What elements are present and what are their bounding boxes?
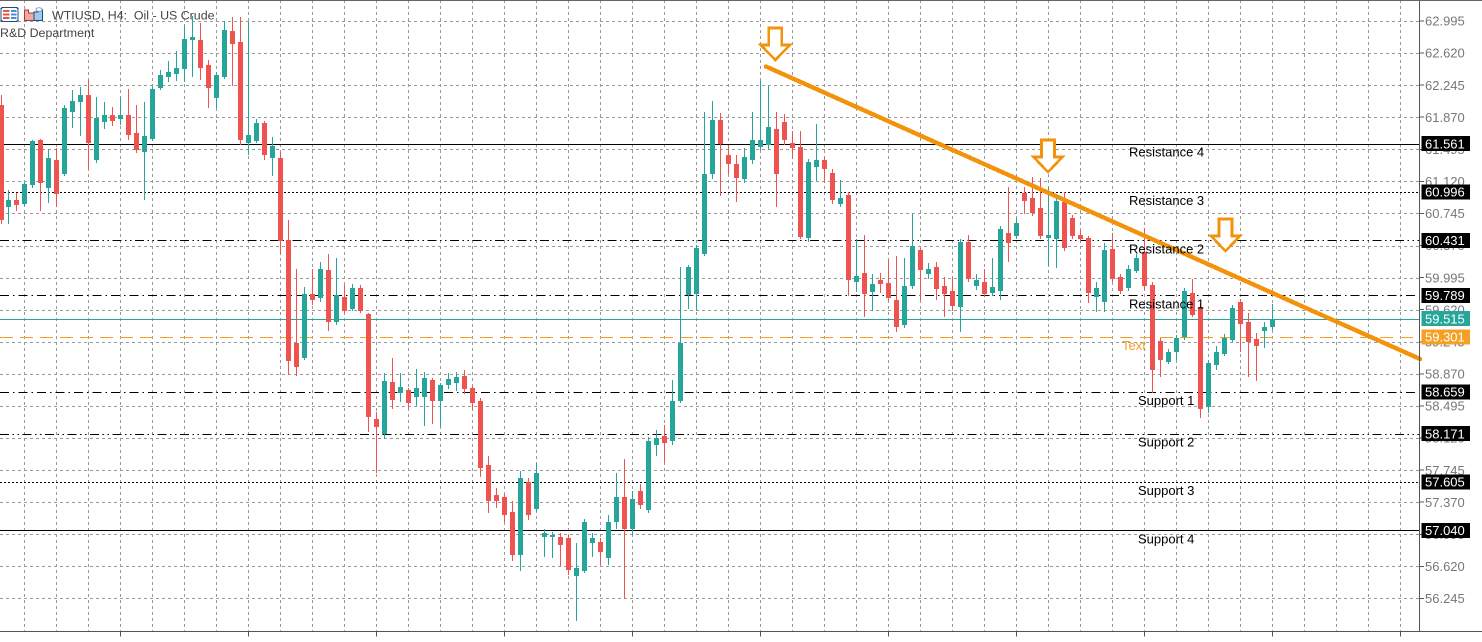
svg-text:Resistance 1: Resistance 1 [1129, 296, 1204, 311]
svg-text:59.301: 59.301 [1425, 330, 1465, 345]
svg-text:62.620: 62.620 [1425, 46, 1465, 61]
svg-text:58.659: 58.659 [1425, 385, 1465, 400]
svg-text:58.495: 58.495 [1425, 399, 1465, 414]
svg-text:58.171: 58.171 [1425, 426, 1465, 441]
svg-text:56.245: 56.245 [1425, 591, 1465, 606]
svg-text:61.561: 61.561 [1425, 136, 1465, 151]
svg-text:57.370: 57.370 [1425, 495, 1465, 510]
svg-text:WTIUSD, H4: Oil - US Crude: WTIUSD, H4: Oil - US Crude [52, 9, 215, 23]
svg-text:61.870: 61.870 [1425, 110, 1465, 125]
svg-text:60.996: 60.996 [1425, 185, 1465, 200]
svg-text:57.605: 57.605 [1425, 475, 1465, 490]
svg-text:R&D Department: R&D Department [0, 26, 95, 40]
svg-text:Support 2: Support 2 [1138, 435, 1194, 450]
svg-text:Resistance 2: Resistance 2 [1129, 241, 1204, 256]
svg-text:58.870: 58.870 [1425, 367, 1465, 382]
svg-text:56.620: 56.620 [1425, 559, 1465, 574]
svg-text:60.431: 60.431 [1425, 233, 1465, 248]
svg-text:60.745: 60.745 [1425, 206, 1465, 221]
svg-text:57.745: 57.745 [1425, 463, 1465, 478]
svg-text:Text: Text [1122, 338, 1146, 353]
svg-text:59.515: 59.515 [1425, 311, 1465, 326]
svg-text:62.995: 62.995 [1425, 14, 1465, 29]
svg-text:59.995: 59.995 [1425, 270, 1465, 285]
svg-text:Support 3: Support 3 [1138, 483, 1194, 498]
svg-text:Support 1: Support 1 [1138, 393, 1194, 408]
svg-text:62.245: 62.245 [1425, 78, 1465, 93]
svg-text:59.789: 59.789 [1425, 288, 1465, 303]
svg-text:57.040: 57.040 [1425, 523, 1465, 538]
svg-text:Resistance 3: Resistance 3 [1129, 193, 1204, 208]
svg-text:Resistance 4: Resistance 4 [1129, 145, 1204, 160]
svg-text:Support 4: Support 4 [1138, 532, 1194, 547]
